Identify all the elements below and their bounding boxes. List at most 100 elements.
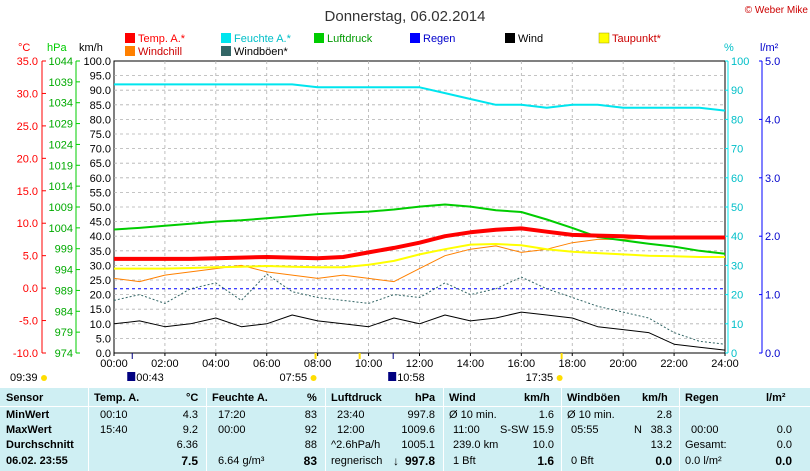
rain-tick-label: 3.0: [765, 173, 780, 185]
pressure-tick-label: 1034: [49, 98, 73, 110]
wind-tick-label: 80.0: [90, 114, 111, 126]
wind-tick-label: 85.0: [90, 100, 111, 112]
x-tick-label: 12:00: [406, 358, 434, 370]
x-tick-label: 02:00: [151, 358, 179, 370]
legend-swatch-rain: [410, 33, 420, 43]
x-tick-label: 24:00: [711, 358, 739, 370]
press-min-value: 997.8: [407, 409, 435, 421]
gust-min-desc: Ø 10 min.: [567, 409, 615, 421]
chart-title: Donnerstag, 06.02.2014: [325, 8, 486, 25]
temp-current-value: 7.5: [181, 454, 198, 468]
weather-forecast: regnerisch: [331, 455, 383, 467]
legend-label-temp: Temp. A.*: [138, 33, 186, 45]
temp-tick-label: -10.0: [13, 348, 38, 360]
wind-tick-label: 100.0: [83, 56, 111, 68]
legend-label-windchill: Windchill: [138, 46, 182, 58]
wind-beaufort: 1 Bft: [453, 455, 476, 467]
wind-tick-label: 65.0: [90, 158, 111, 170]
legend-swatch-gusts: [221, 46, 231, 56]
header-pressure: Luftdruck: [331, 392, 382, 404]
humidity-tick-label: 80: [731, 114, 743, 126]
wind-max-time: 11:00: [453, 424, 480, 436]
stats-divider: [0, 406, 810, 407]
hum-current-value: 83: [303, 454, 317, 468]
wind-tick-label: 15.0: [90, 304, 111, 316]
x-tick-label: 10:00: [355, 358, 383, 370]
moon-icon: [127, 372, 136, 381]
humidity-tick-label: 0: [731, 348, 737, 360]
row-label-min: MinWert: [6, 409, 50, 421]
legend-label-humidity: Feuchte A.*: [234, 33, 292, 45]
sun-event-time: 07:55: [280, 372, 308, 384]
rain-current-amount: 0.0 l/m²: [685, 455, 722, 467]
pressure-tick-label: 1039: [49, 77, 73, 89]
hum-min-value: 83: [304, 409, 317, 421]
humidity-tick-label: 60: [731, 173, 743, 185]
pressure-tick-label: 984: [55, 306, 73, 318]
pressure-tick-label: 1014: [49, 181, 73, 193]
gust-max-value: 38.3: [650, 424, 672, 436]
header-sensor: Sensor: [6, 392, 44, 404]
legend-swatch-temp: [125, 33, 135, 43]
rain-current-value: 0.0: [775, 454, 792, 468]
pressure-tick-label: 1029: [49, 119, 73, 131]
sun-event-time: 17:35: [526, 372, 554, 384]
legend-item-temp: Temp. A.*: [125, 33, 186, 45]
wind-tick-label: 25.0: [90, 275, 111, 287]
temp-tick-label: 10.0: [17, 218, 38, 230]
humidity-tick-label: 20: [731, 290, 743, 302]
wind-tick-label: 75.0: [90, 129, 111, 141]
header-wind: Wind: [449, 392, 476, 404]
hum-max-value: 92: [304, 424, 317, 436]
rain-tick-label: 2.0: [765, 231, 780, 243]
legend-item-dewpoint: Taupunkt*: [598, 32, 662, 45]
humidity-tick-label: 40: [731, 231, 743, 243]
legend-item-pressure: Luftdruck: [314, 33, 373, 45]
temp-tick-label: 15.0: [17, 186, 38, 198]
wind-min-value: 1.6: [538, 409, 554, 421]
wind-max-direction: S-SW: [500, 424, 529, 436]
wind-tick-label: 10.0: [90, 319, 111, 331]
col-divider: [561, 388, 562, 471]
temp-max-value: 9.2: [182, 424, 198, 436]
pressure-tick-label: 1024: [49, 139, 73, 151]
gust-max-time: 05:55: [571, 424, 599, 436]
humidity-tick-label: 100: [731, 56, 749, 68]
rain-max-time: 00:00: [691, 424, 719, 436]
wind-tick-label: 20.0: [90, 290, 111, 302]
temp-min-time: 00:10: [100, 409, 128, 421]
humidity-axis-unit: %: [724, 42, 734, 54]
humidity-tick-label: 90: [731, 85, 743, 97]
header-gust-unit: km/h: [642, 392, 668, 404]
legend-swatch-pressure: [314, 33, 324, 43]
copyright-label: © Weber Mike: [745, 5, 809, 16]
temp-tick-label: 20.0: [17, 153, 38, 165]
series: [113, 83, 726, 351]
x-tick-label: 20:00: [609, 358, 637, 370]
wind-tick-label: 70.0: [90, 144, 111, 156]
rain-total-label: Gesamt:: [685, 439, 727, 451]
rain-total-value: 0.0: [776, 439, 792, 451]
x-tick-label: 00:00: [100, 358, 128, 370]
wind-tick-label: 45.0: [90, 217, 111, 229]
col-divider: [88, 388, 89, 471]
row-label-avg: Durchschnitt: [6, 439, 74, 451]
col-divider: [679, 388, 680, 471]
press-current-value: 997.8: [404, 454, 435, 468]
wind-tick-label: 0.0: [96, 348, 111, 360]
wind-max-value: 15.9: [532, 424, 554, 436]
wind-tick-label: 30.0: [90, 260, 111, 272]
pressure-tick-label: 999: [55, 244, 73, 256]
x-tick-label: 18:00: [558, 358, 586, 370]
pressure-tick-label: 974: [55, 348, 73, 360]
rain-tick-label: 5.0: [765, 56, 780, 68]
pressure-tick-label: 989: [55, 285, 73, 297]
press-max-time: 12:00: [337, 424, 365, 436]
gust-min-value: 2.8: [656, 409, 672, 421]
legend-item-humidity: Feuchte A.*: [221, 33, 292, 45]
gust-current-value: 0.0: [655, 454, 672, 468]
sun-icon: [41, 375, 47, 381]
rain-tick-label: 0.0: [765, 348, 780, 360]
legend-label-pressure: Luftdruck: [327, 33, 373, 45]
hum-min-time: 17:20: [218, 409, 246, 421]
